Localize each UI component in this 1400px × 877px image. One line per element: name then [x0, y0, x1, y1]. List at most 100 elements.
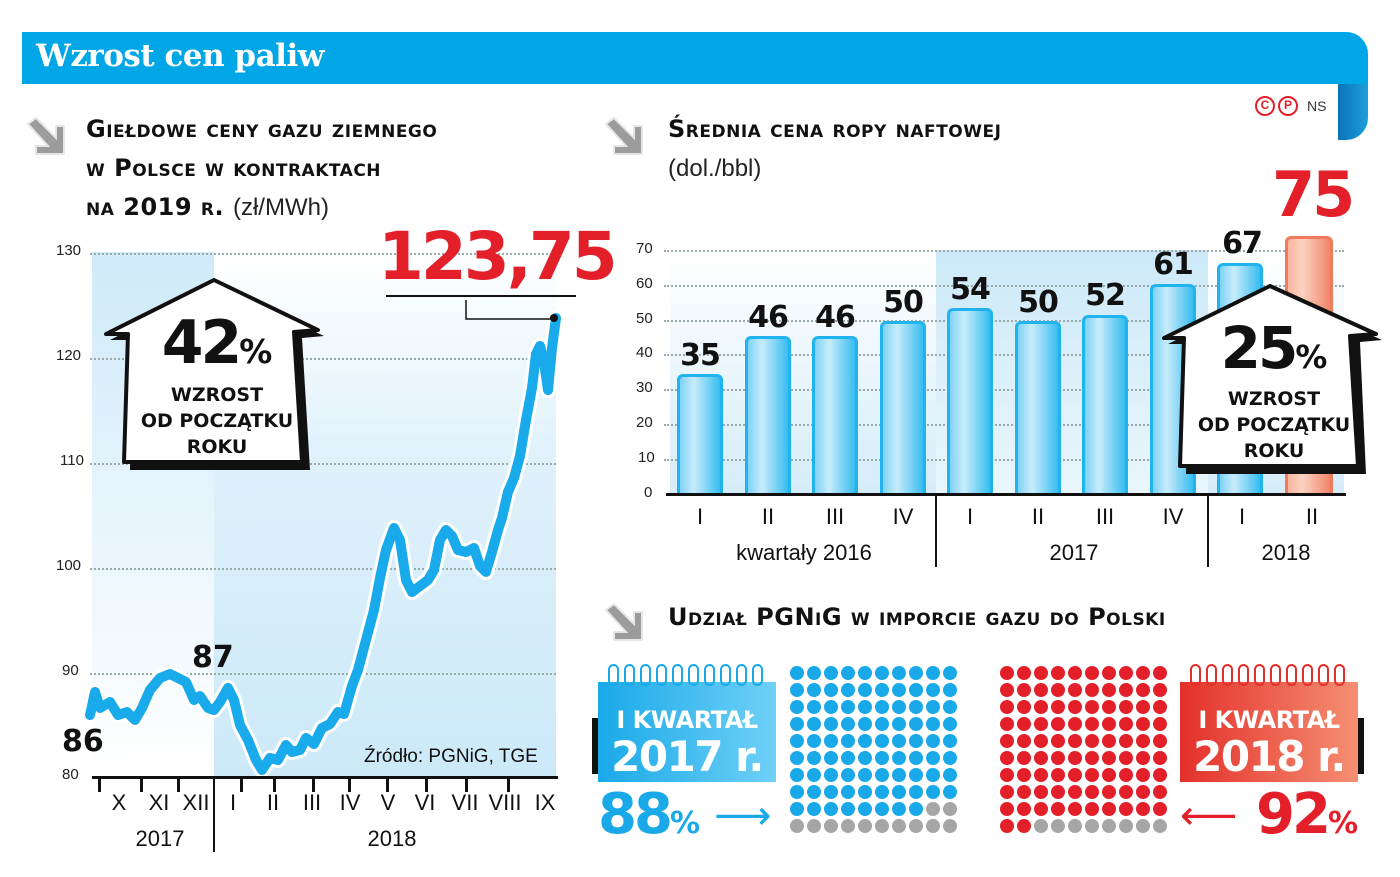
arrow-down-right-icon — [26, 116, 65, 155]
y-tick: 90 — [62, 662, 79, 679]
share-dot — [790, 768, 804, 782]
bar-value: 61 — [1153, 247, 1194, 282]
share-dot — [841, 717, 855, 731]
x-label: VII — [451, 790, 479, 815]
share-dot — [1153, 666, 1167, 680]
calendar-label: I KWARTAŁ — [616, 706, 758, 734]
share-dot — [1153, 751, 1167, 765]
share-dot — [1000, 700, 1014, 714]
peak-value-label: 87 — [192, 640, 234, 675]
share-dot — [790, 819, 804, 833]
share-dot — [1034, 802, 1048, 816]
x-tick — [98, 778, 101, 792]
share-dot — [1153, 717, 1167, 731]
share-dot — [1085, 751, 1099, 765]
calendar-body: I KWARTAŁ 2017 r. — [598, 682, 776, 782]
x-axis — [92, 776, 558, 779]
share-dot — [1068, 734, 1082, 748]
share-dot — [841, 802, 855, 816]
bar-2016-q2 — [745, 336, 791, 494]
share-dot — [1034, 785, 1048, 799]
share-dot — [1102, 751, 1116, 765]
share-dot — [1017, 819, 1031, 833]
share-dot — [943, 768, 957, 782]
x-label: I — [229, 790, 237, 815]
gas-price-chart: 130 120 110 100 90 80 123,75 86 87 Źródł… — [0, 218, 618, 870]
gas-title-line-1: Giełdowe ceny gazu ziemnego — [86, 115, 438, 143]
calendar-rings — [608, 664, 763, 686]
share-dot — [1119, 819, 1133, 833]
bar-2016-q4 — [880, 321, 926, 494]
x-tick — [240, 778, 243, 792]
share-dot — [1102, 700, 1116, 714]
gridline — [90, 568, 556, 570]
caption-line: OD POCZĄTKU — [140, 410, 294, 432]
arrow-right-icon: ⟶ — [714, 793, 772, 839]
gridline — [664, 320, 1344, 322]
latest-gas-price: 123,75 — [378, 218, 618, 295]
share-dot — [807, 802, 821, 816]
share-dot — [841, 785, 855, 799]
calendar-body: I KWARTAŁ 2018 r. — [1180, 682, 1358, 782]
share-dot — [909, 734, 923, 748]
share-dot — [875, 734, 889, 748]
share-dot — [875, 683, 889, 697]
percent-sign: % — [1327, 806, 1358, 841]
share-dot — [858, 751, 872, 765]
share-dot — [824, 700, 838, 714]
share-dot — [1153, 802, 1167, 816]
y-tick: 30 — [636, 379, 653, 396]
growth-callout: 25% WZROST OD POCZĄTKU ROKU — [1162, 284, 1386, 480]
share-dot — [1136, 683, 1150, 697]
share-dot — [790, 785, 804, 799]
share-dot — [1136, 802, 1150, 816]
share-dot — [807, 785, 821, 799]
year-separator — [935, 495, 937, 567]
share-dot — [858, 819, 872, 833]
x-label: IV — [339, 790, 361, 815]
growth-callout: 42% WZROST OD POCZĄTKU ROKU — [104, 278, 330, 478]
y-tick: 100 — [56, 557, 82, 574]
share-dot — [1000, 717, 1014, 731]
share-dot — [841, 683, 855, 697]
share-dot — [807, 819, 821, 833]
share-dot — [1119, 785, 1133, 799]
up-arrow-shape — [104, 278, 324, 470]
share-dot — [1102, 717, 1116, 731]
share-dot — [943, 734, 957, 748]
share-dot — [892, 666, 906, 680]
y-tick: 130 — [56, 242, 82, 259]
x-tick — [425, 778, 428, 792]
share-dot — [1136, 751, 1150, 765]
year-group-label: kwartały 2016 — [736, 540, 872, 565]
share-dot — [892, 734, 906, 748]
oil-chart-title: Średnia cena ropy naftowej (dol./bbl) — [668, 110, 1001, 188]
share-dot — [1068, 785, 1082, 799]
share-dot — [1068, 751, 1082, 765]
share-dot — [875, 666, 889, 680]
share-dot — [824, 683, 838, 697]
share-dot — [1017, 785, 1031, 799]
title-banner: Wzrost cen paliw — [22, 32, 1368, 84]
percent-value: 88 — [598, 782, 673, 847]
calendar-2018: I KWARTAŁ 2018 r. — [1180, 664, 1364, 782]
share-dot — [790, 802, 804, 816]
bar-value: 50 — [1018, 285, 1059, 320]
bar-value: 67 — [1222, 226, 1263, 261]
share-dot — [1136, 717, 1150, 731]
y-tick: 70 — [636, 240, 653, 257]
caption-line: WZROST — [170, 384, 264, 406]
share-dot — [858, 785, 872, 799]
copyright: C P NS — [1255, 96, 1326, 116]
year-label: 2018 — [367, 826, 417, 851]
share-dot — [790, 717, 804, 731]
share-dot — [1034, 819, 1048, 833]
share-dot — [892, 717, 906, 731]
percent-sign: % — [669, 806, 700, 841]
percent-sign: % — [1295, 338, 1328, 376]
share-dot — [1102, 734, 1116, 748]
share-dot — [1017, 717, 1031, 731]
phonogram-icon: P — [1278, 96, 1298, 116]
y-tick: 10 — [638, 449, 655, 466]
share-dot — [1085, 785, 1099, 799]
